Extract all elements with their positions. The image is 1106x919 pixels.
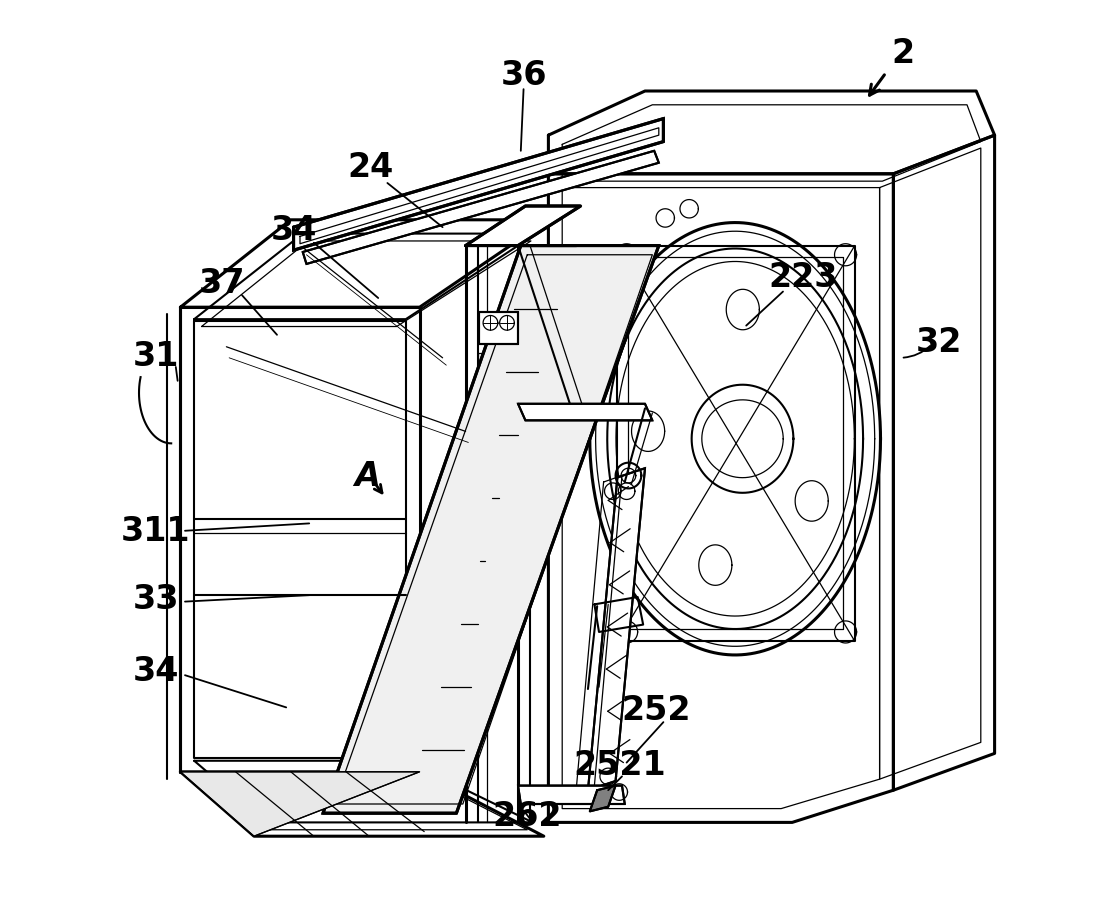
- Text: 33: 33: [133, 583, 179, 616]
- Text: 31: 31: [133, 340, 179, 373]
- Polygon shape: [323, 246, 659, 813]
- Text: A: A: [354, 460, 380, 493]
- Polygon shape: [479, 312, 518, 345]
- Text: 32: 32: [916, 325, 962, 358]
- Polygon shape: [518, 786, 625, 804]
- Polygon shape: [588, 469, 645, 790]
- Text: 252: 252: [622, 693, 691, 726]
- Text: 34: 34: [270, 213, 316, 246]
- Text: 2: 2: [891, 37, 915, 70]
- Text: 223: 223: [769, 261, 838, 294]
- Text: 36: 36: [500, 59, 546, 92]
- Text: 2521: 2521: [573, 748, 666, 781]
- Text: 311: 311: [121, 515, 190, 548]
- Polygon shape: [589, 786, 616, 811]
- Polygon shape: [518, 404, 653, 421]
- Text: 37: 37: [199, 267, 246, 300]
- Polygon shape: [303, 152, 659, 265]
- Polygon shape: [466, 207, 581, 246]
- Text: 24: 24: [347, 151, 394, 184]
- Text: 262: 262: [492, 800, 562, 833]
- Text: 34: 34: [133, 654, 179, 687]
- Polygon shape: [293, 119, 664, 251]
- Polygon shape: [180, 772, 419, 836]
